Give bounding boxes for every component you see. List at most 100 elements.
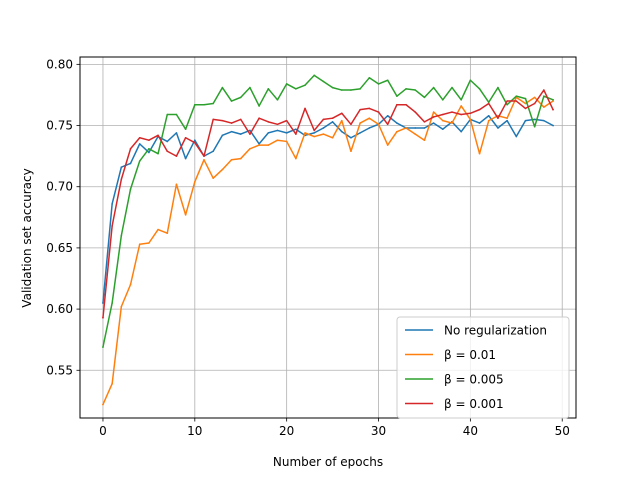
data-point: [148, 151, 150, 154]
data-point: [184, 128, 187, 130]
data-point: [460, 113, 462, 116]
data-point: [386, 114, 389, 117]
data-point: [359, 108, 361, 111]
data-point: [175, 155, 178, 157]
data-point: [249, 133, 251, 135]
y-tick-label: 0.65: [46, 241, 73, 255]
data-point: [120, 166, 123, 168]
data-point: [157, 228, 159, 231]
data-point: [194, 141, 196, 144]
data-point: [322, 133, 325, 135]
data-point: [340, 112, 343, 115]
data-point: [111, 382, 113, 385]
data-point: [138, 143, 141, 145]
data-point: [304, 107, 306, 110]
data-point: [239, 118, 242, 121]
data-point: [396, 130, 398, 133]
data-point: [230, 130, 233, 133]
data-point: [166, 150, 169, 153]
data-point: [432, 86, 435, 89]
data-point: [515, 100, 518, 102]
data-point: [396, 103, 398, 106]
data-point: [533, 96, 536, 99]
data-point: [543, 95, 545, 97]
data-point: [221, 119, 224, 122]
data-point: [460, 130, 462, 133]
data-point: [157, 152, 159, 155]
data-point: [340, 119, 343, 122]
data-point: [414, 127, 417, 129]
series-group: [102, 89, 555, 319]
data-point: [442, 119, 444, 122]
data-point: [331, 121, 334, 123]
data-point: [212, 177, 214, 179]
data-point: [230, 158, 233, 161]
data-point: [552, 108, 554, 111]
data-point: [432, 122, 435, 124]
data-point: [543, 89, 545, 91]
data-point: [129, 162, 132, 165]
x-tick-label: 30: [371, 424, 386, 438]
data-point: [469, 112, 472, 115]
data-point: [184, 136, 187, 139]
data-point: [350, 89, 352, 91]
series-line: [102, 74, 555, 348]
y-tick-label: 0.55: [46, 363, 73, 377]
data-point: [552, 99, 554, 101]
data-point: [138, 136, 141, 139]
data-point: [506, 117, 508, 119]
data-point: [313, 129, 316, 132]
data-point: [377, 111, 380, 113]
data-point: [396, 95, 398, 97]
data-point: [239, 133, 242, 135]
x-tick-label: 0: [99, 424, 107, 438]
data-point: [478, 88, 481, 90]
data-point: [258, 143, 260, 145]
data-point: [533, 125, 536, 128]
data-point: [469, 79, 472, 82]
data-point: [423, 121, 426, 123]
data-point: [515, 95, 518, 97]
data-point: [230, 100, 233, 102]
data-point: [524, 119, 527, 122]
data-point: [432, 116, 435, 118]
plot-frame: [79, 56, 577, 419]
data-point: [295, 133, 297, 135]
data-point: [102, 403, 104, 406]
data-point: [239, 96, 242, 99]
series-group: [102, 74, 555, 348]
data-point: [497, 127, 499, 129]
legend-label: No regularization: [444, 324, 547, 338]
data-point: [350, 123, 352, 126]
data-point: [350, 150, 352, 153]
data-point: [120, 305, 123, 308]
data-point: [533, 118, 536, 121]
data-point: [276, 99, 279, 101]
data-point: [120, 234, 123, 237]
data-point: [331, 86, 334, 89]
data-point: [129, 188, 132, 190]
y-tick-label: 0.60: [46, 302, 73, 316]
data-point: [249, 86, 251, 89]
data-point: [295, 157, 297, 160]
data-point: [304, 132, 306, 134]
data-point: [175, 183, 178, 186]
data-point: [396, 122, 398, 124]
data-point: [478, 152, 481, 155]
data-point: [515, 135, 518, 138]
data-point: [506, 119, 508, 122]
data-point: [258, 105, 260, 107]
legend-label: β = 0.001: [444, 397, 504, 411]
data-point: [331, 136, 334, 139]
data-point: [368, 77, 371, 79]
data-point: [543, 106, 545, 108]
data-point: [487, 102, 490, 105]
data-point: [423, 127, 426, 129]
data-point: [414, 89, 417, 91]
data-point: [102, 302, 104, 304]
data-point: [111, 203, 113, 205]
data-point: [442, 128, 444, 130]
data-point: [377, 83, 380, 85]
data-point: [111, 225, 113, 227]
data-point: [313, 74, 316, 77]
